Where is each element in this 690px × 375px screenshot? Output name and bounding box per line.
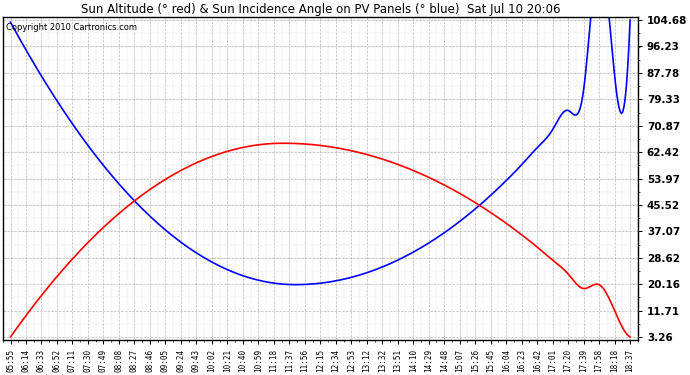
Text: Copyright 2010 Cartronics.com: Copyright 2010 Cartronics.com <box>6 23 137 32</box>
Title: Sun Altitude (° red) & Sun Incidence Angle on PV Panels (° blue)  Sat Jul 10 20:: Sun Altitude (° red) & Sun Incidence Ang… <box>81 3 560 16</box>
